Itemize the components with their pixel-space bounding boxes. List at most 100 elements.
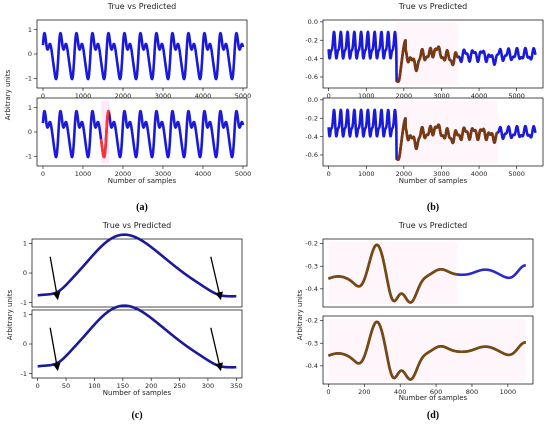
x-axis-label: Number of samples — [103, 389, 172, 397]
x-tick-label: 1000 — [358, 92, 375, 100]
y-tick-label: -0.4 — [305, 133, 318, 141]
panel-frame — [31, 309, 243, 379]
series-predicted-line — [99, 109, 111, 159]
series-predicted-line — [395, 39, 460, 84]
y-tick-label: -0.4 — [305, 362, 318, 370]
y-tick-label: -0.2 — [305, 36, 318, 44]
panel-2: -0.2 -0.3 -0.4 0 200 400 600 800 1000 — [305, 315, 534, 396]
x-axis-label: Number of samples — [108, 177, 177, 185]
chart-a: True vs Predicted 1 0 -1 0 1000 2000 3000 4000 50… — [4, 2, 251, 213]
x-tick-label: 0 — [327, 92, 331, 100]
y-tick-label: -1 — [26, 74, 32, 82]
y-tick-label: 1 — [28, 104, 32, 112]
annotation-arrow — [49, 327, 61, 372]
x-tick-label: 250 — [173, 382, 185, 390]
y-tick-label: -0.3 — [305, 262, 318, 270]
panel-frame — [31, 238, 243, 308]
x-tick-label: 4000 — [471, 92, 488, 100]
x-tick-label: 350 — [230, 382, 242, 390]
x-tick-label: 200 — [358, 388, 370, 396]
chart-title: True vs Predicted — [107, 2, 177, 11]
x-tick-label: 1000 — [358, 170, 375, 178]
annotation-arrow — [210, 256, 223, 301]
chart-b: True vs Predicted 0.0 -0.2 -0.4 -0.6 0 1000 200… — [305, 2, 544, 213]
y-axis-label: Arbitrary units — [296, 289, 304, 340]
y-tick-label: -1 — [21, 299, 27, 307]
prediction-band — [328, 319, 526, 381]
x-tick-label: 0 — [41, 170, 45, 178]
x-tick-label: 3000 — [155, 92, 172, 100]
subfigure-caption: (a) — [136, 202, 148, 213]
subfigure-caption: (b) — [427, 202, 439, 213]
chart-d: True vs Predicted-0.2-0.3-0.4-0.2-0.3-0.… — [296, 221, 534, 421]
annotation-arrow — [210, 327, 223, 372]
series-true-line — [36, 233, 238, 298]
y-tick-label: 0 — [28, 50, 32, 58]
x-tick-label: 50 — [62, 382, 70, 390]
prediction-band — [328, 242, 458, 304]
series-predicted-line — [327, 243, 459, 304]
x-tick-label: 2000 — [396, 92, 413, 100]
panel-1: 0.0 -0.2 -0.4 -0.6 0 1000 2000 3000 4000 5000 — [305, 18, 544, 100]
x-tick-label: 3000 — [433, 170, 450, 178]
x-tick-label: 300 — [202, 382, 214, 390]
chart-title: True vs Predicted — [398, 2, 468, 11]
chart-title: True vs Predicted — [102, 221, 172, 230]
panel-2: 0.0 -0.2 -0.4 -0.6 0 1000 2000 3000 4000 5000 — [305, 96, 544, 178]
y-tick-label: 0 — [23, 269, 27, 277]
x-tick-label: 4000 — [195, 170, 212, 178]
series-true-line — [41, 109, 245, 159]
annotation-arrow — [49, 256, 61, 301]
chart-c: True vs Predicted 1 0 -1 1 0 -1 0 50 100 150 200 250… — [6, 221, 243, 421]
x-tick-label: 800 — [466, 388, 478, 396]
x-axis-label: Number of samples — [399, 394, 468, 402]
x-tick-label: 1000 — [500, 388, 517, 396]
series-true-line — [41, 31, 245, 81]
y-tick-label: -0.6 — [305, 73, 318, 81]
x-tick-label: 5000 — [508, 170, 525, 178]
x-tick-label: 3000 — [433, 92, 450, 100]
panel-2: 1 0 -1 0 50 100 150 200 250 300 350 — [21, 304, 243, 390]
x-tick-label: 400 — [394, 388, 406, 396]
x-tick-label: 1000 — [75, 92, 92, 100]
x-tick-label: 4000 — [195, 92, 212, 100]
y-tick-label: -0.6 — [305, 151, 318, 159]
subfigure-caption: (d) — [427, 410, 439, 421]
y-axis-label: Arbitrary units — [4, 69, 12, 120]
x-tick-label: 100 — [88, 382, 100, 390]
panel-2: 1 0 -1 0 1000 2000 3000 4000 5000 — [26, 97, 252, 178]
x-tick-label: 600 — [430, 388, 442, 396]
x-tick-label: 200 — [145, 382, 157, 390]
y-tick-label: 0 — [23, 340, 27, 348]
y-tick-label: 1 — [28, 26, 32, 34]
y-tick-label: -1 — [26, 152, 32, 160]
x-axis-label: Number of samples — [399, 177, 468, 185]
series-predicted-line — [395, 117, 499, 162]
prediction-band — [101, 101, 109, 163]
y-axis-label: Arbitrary units — [6, 289, 14, 340]
y-tick-label: -0.2 — [305, 114, 318, 122]
chart-title: True vs Predicted — [398, 221, 468, 230]
x-tick-label: 1000 — [75, 170, 92, 178]
x-tick-label: 2000 — [396, 170, 413, 178]
series-predicted-line — [327, 320, 527, 381]
series-true-line — [36, 304, 238, 369]
x-tick-label: 0 — [327, 170, 331, 178]
x-tick-label: 0 — [41, 92, 45, 100]
y-tick-label: 0.0 — [308, 96, 318, 104]
y-tick-label: -0.2 — [305, 240, 318, 248]
x-tick-label: 2000 — [115, 170, 132, 178]
y-tick-label: -0.2 — [305, 317, 318, 325]
x-tick-label: 5000 — [235, 170, 252, 178]
x-tick-label: 4000 — [471, 170, 488, 178]
subfigure-caption: (c) — [131, 410, 142, 421]
x-tick-label: 0 — [326, 388, 330, 396]
y-tick-label: 1 — [23, 311, 27, 319]
x-tick-label: 3000 — [155, 170, 172, 178]
y-tick-label: -0.3 — [305, 339, 318, 347]
panel-1: -0.2 -0.3 -0.4 — [305, 238, 534, 308]
y-tick-label: -0.4 — [305, 285, 318, 293]
y-tick-label: 0 — [28, 128, 32, 136]
x-tick-label: 5000 — [508, 92, 525, 100]
y-tick-label: 0.0 — [308, 18, 318, 26]
